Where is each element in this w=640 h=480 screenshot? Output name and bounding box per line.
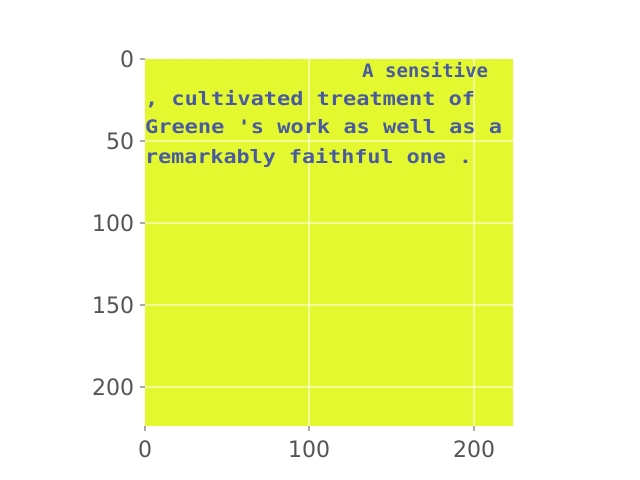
y-tick-label-150: 150	[92, 294, 134, 319]
image-text-line-3: Greene 's work as well as a	[145, 116, 502, 138]
image-text-line-4: remarkably faithful one .	[145, 146, 472, 168]
image-text-line-1: A sensitive	[362, 60, 488, 82]
tick-marks	[140, 58, 475, 431]
y-tick-label-0: 0	[120, 48, 134, 73]
x-tick-label-200: 200	[453, 438, 495, 463]
y-tick-label-200: 200	[92, 376, 134, 401]
image-text-line-2: , cultivated treatment of	[145, 88, 475, 110]
x-tick-label-0: 0	[138, 438, 152, 463]
y-tick-label-100: 100	[92, 212, 134, 237]
grid	[145, 59, 513, 426]
y-tick-label-50: 50	[106, 130, 134, 155]
image-background	[145, 59, 513, 426]
x-tick-label-100: 100	[288, 438, 330, 463]
